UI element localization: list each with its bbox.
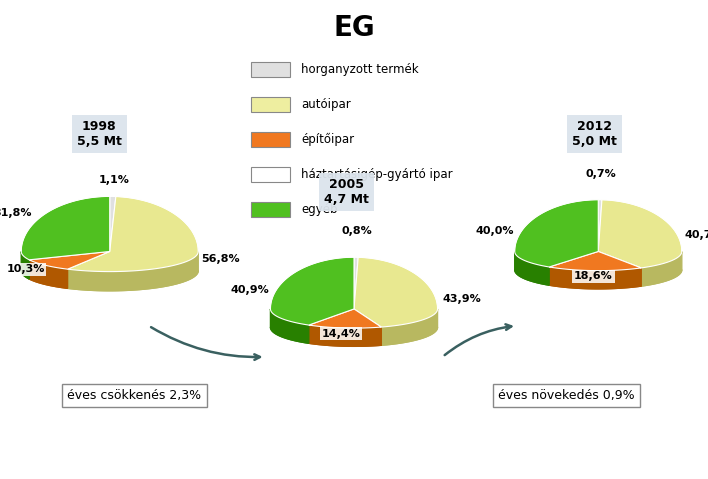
Text: 14,4%: 14,4% [321, 329, 360, 339]
Bar [251, 132, 290, 147]
Polygon shape [29, 251, 110, 269]
Text: éves csökkenés 2,3%: éves csökkenés 2,3% [67, 388, 202, 402]
Text: 18,6%: 18,6% [574, 272, 613, 281]
Bar [251, 62, 290, 77]
Text: 2012
5,0 Mt: 2012 5,0 Mt [572, 120, 617, 148]
Text: 40,9%: 40,9% [230, 285, 269, 295]
Text: éves növekedés 0,9%: éves növekedés 0,9% [498, 388, 634, 402]
Text: EG: EG [333, 14, 375, 42]
Polygon shape [549, 251, 641, 271]
Bar [251, 97, 290, 112]
Polygon shape [309, 325, 382, 346]
Text: 31,8%: 31,8% [0, 208, 33, 218]
Text: 0,7%: 0,7% [586, 169, 617, 179]
Polygon shape [549, 267, 641, 289]
Text: autóipar: autóipar [301, 98, 350, 111]
Polygon shape [354, 327, 438, 345]
Polygon shape [21, 271, 110, 279]
Text: 2005
4,7 Mt: 2005 4,7 Mt [324, 178, 370, 205]
Text: építőipar: építőipar [301, 133, 354, 146]
Polygon shape [515, 200, 598, 267]
Polygon shape [270, 257, 354, 325]
Polygon shape [67, 251, 198, 291]
Polygon shape [309, 327, 382, 346]
Text: 1,1%: 1,1% [98, 175, 129, 185]
Polygon shape [309, 309, 382, 328]
Polygon shape [382, 309, 438, 345]
Polygon shape [641, 251, 682, 286]
Polygon shape [21, 196, 110, 260]
Polygon shape [270, 309, 309, 343]
Text: 0,8%: 0,8% [342, 227, 372, 236]
Polygon shape [515, 270, 598, 285]
Polygon shape [67, 271, 198, 291]
Text: háztartásigép-gyártó ipar: háztartásigép-gyártó ipar [301, 168, 452, 181]
Polygon shape [21, 251, 29, 279]
Text: 40,7%: 40,7% [684, 230, 708, 240]
Text: horganyzott termék: horganyzott termék [301, 63, 418, 76]
Polygon shape [67, 196, 198, 272]
Text: 40,0%: 40,0% [476, 226, 514, 236]
Text: 10,3%: 10,3% [6, 264, 45, 274]
Polygon shape [598, 270, 682, 286]
Bar [251, 167, 290, 182]
Polygon shape [270, 327, 354, 343]
Polygon shape [29, 260, 67, 288]
Text: 1998
5,5 Mt: 1998 5,5 Mt [76, 120, 122, 148]
Text: 56,8%: 56,8% [201, 254, 239, 264]
Polygon shape [598, 200, 602, 251]
Text: 43,9%: 43,9% [442, 295, 481, 305]
Polygon shape [549, 270, 641, 289]
Polygon shape [354, 257, 358, 309]
Bar [251, 202, 290, 217]
Polygon shape [354, 257, 438, 327]
Polygon shape [598, 200, 682, 268]
Polygon shape [515, 251, 549, 285]
Text: egyéb: egyéb [301, 203, 338, 216]
Polygon shape [110, 196, 116, 251]
Polygon shape [29, 271, 110, 288]
